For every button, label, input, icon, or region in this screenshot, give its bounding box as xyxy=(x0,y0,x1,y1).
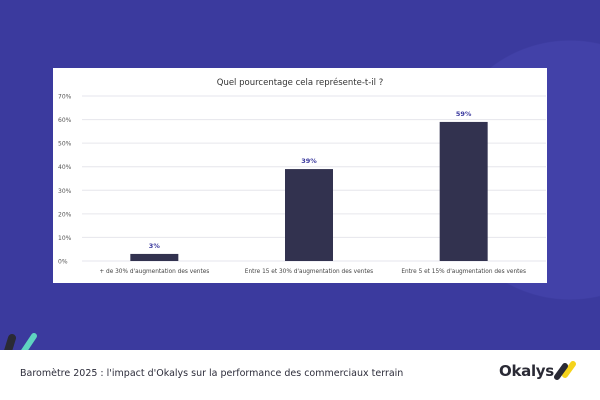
y-tick-label: 40% xyxy=(58,164,72,171)
y-tick-label: 50% xyxy=(58,141,72,148)
y-tick-label: 0% xyxy=(58,259,68,266)
logo-text: Okalys xyxy=(499,362,554,380)
x-category-label: + de 30% d'augmentation des ventes xyxy=(99,269,209,275)
y-tick-label: 10% xyxy=(58,235,72,242)
footer-text: Baromètre 2025 : l'impact d'Okalys sur l… xyxy=(20,368,404,379)
chart-card: Quel pourcentage cela représente-t-il ? … xyxy=(53,68,547,283)
data-label: 59% xyxy=(456,110,472,118)
bar-chart: Quel pourcentage cela représente-t-il ? … xyxy=(58,77,546,275)
y-tick-label: 30% xyxy=(58,188,72,195)
footer: Baromètre 2025 : l'impact d'Okalys sur l… xyxy=(0,350,600,400)
chart-title: Quel pourcentage cela représente-t-il ? xyxy=(217,77,383,88)
bar xyxy=(130,253,179,261)
x-category-label: Entre 15 et 30% d'augmentation des vente… xyxy=(245,269,373,275)
bar xyxy=(285,169,333,261)
okalys-logo: Okalys xyxy=(499,361,576,380)
y-tick-label: 70% xyxy=(58,94,72,101)
bar xyxy=(439,121,488,261)
y-tick-label: 60% xyxy=(58,117,72,124)
logo-mark-icon xyxy=(554,361,576,380)
y-tick-label: 20% xyxy=(58,211,72,218)
data-label: 39% xyxy=(301,157,317,165)
x-category-label: Entre 5 et 15% d'augmentation des ventes xyxy=(401,269,526,275)
data-label: 3% xyxy=(149,242,161,250)
